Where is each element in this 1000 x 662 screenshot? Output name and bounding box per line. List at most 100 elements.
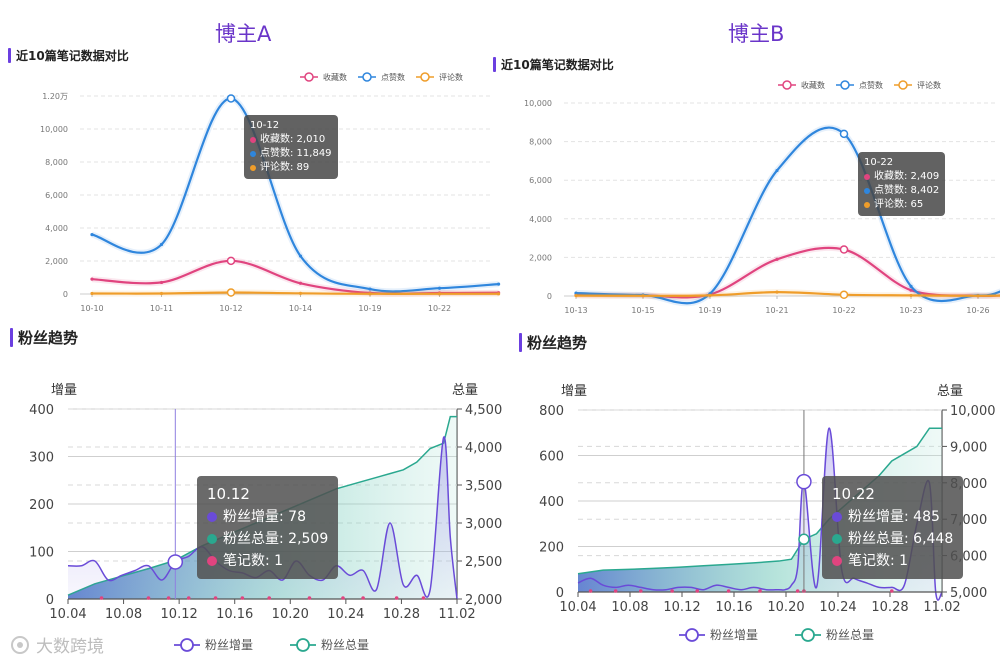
tooltip-notes-b: 10-22 收藏数: 2,409 点赞数: 8,402 评论数: 65	[858, 152, 946, 216]
note-marker	[307, 596, 312, 600]
y-left-title: 增量	[561, 384, 587, 399]
x-tick-label: 10.12	[663, 600, 700, 615]
watermark-text: 大数跨境	[36, 637, 104, 657]
x-tick-label: 10.16	[715, 600, 752, 615]
legend-label: 收藏数	[801, 80, 825, 90]
tooltip-date: 10-12	[250, 120, 280, 131]
tooltip-date: 10-22	[864, 157, 894, 168]
data-point	[90, 277, 94, 281]
y-right-tick-label: 4,500	[465, 403, 502, 418]
legend-label: 粉丝总量	[826, 628, 874, 642]
x-tick-label: 10-19	[358, 304, 381, 313]
x-tick-label: 10.20	[767, 600, 804, 615]
y-left-tick-label: 0	[46, 593, 54, 608]
data-point	[368, 287, 372, 291]
fan-increase-dot-icon	[207, 512, 217, 522]
fans-trend-title-a: 粉丝趋势	[10, 327, 78, 348]
data-point	[368, 292, 372, 296]
data-point	[909, 284, 913, 288]
tooltip-date: 10.22	[832, 485, 875, 503]
tooltip-collect: 收藏数: 2,409	[874, 171, 940, 182]
data-point	[298, 281, 303, 285]
tooltip-fan-increase: 粉丝增量: 78	[223, 509, 306, 525]
blogger-a-title: 博主A	[215, 22, 272, 46]
y-right-title: 总量	[452, 383, 478, 398]
highlight-point	[839, 290, 849, 299]
note-count-dot-icon	[832, 556, 842, 566]
highlight-point	[839, 245, 849, 254]
y-left-tick-label: 400	[29, 403, 54, 418]
y-tick-label: 0	[63, 290, 68, 299]
legend-marker-icon	[782, 80, 792, 90]
blogger-b-title: 博主B	[728, 22, 785, 46]
data-point	[437, 292, 442, 296]
tooltip-comment: 评论数: 65	[874, 199, 924, 210]
note-marker	[613, 589, 618, 593]
data-point	[775, 168, 779, 173]
y-tick-label: 10,000	[524, 99, 552, 108]
note-marker	[341, 596, 345, 600]
notes-chart-b[interactable]: 收藏数 点赞数 评论数 0 2,000 4,000 6,000 8,000 10,000 10-1…	[490, 70, 1000, 330]
x-tick-label: 10-19	[698, 306, 721, 315]
y-tick-label: 6,000	[529, 176, 552, 185]
fan-increase-area	[68, 436, 457, 599]
note-marker	[758, 589, 762, 593]
y-right-tick-label: 2,500	[465, 555, 502, 570]
data-point	[159, 291, 164, 296]
data-point	[298, 291, 303, 295]
legend-marker-icon	[840, 80, 850, 90]
note-marker	[361, 596, 365, 600]
y-tick-label: 0	[547, 292, 552, 301]
data-point	[775, 257, 779, 261]
y-right-tick-label: 3,500	[465, 479, 502, 494]
data-point	[159, 242, 164, 247]
data-point	[298, 254, 303, 258]
note-marker	[146, 596, 151, 600]
series-line-1	[575, 126, 1000, 305]
highlight-increase-point	[796, 473, 812, 490]
notes-compare-title-b: 近10篇笔记数据对比	[493, 56, 614, 73]
x-tick-label: 10.24	[327, 607, 364, 622]
x-tick-label: 10-21	[765, 306, 788, 315]
highlight-point	[226, 288, 236, 297]
x-tick-label: 10-23	[899, 306, 922, 315]
tooltip-fan-total: 粉丝总量: 6,448	[848, 531, 954, 547]
tooltip-notes-a: 10-12 收藏数: 2,010 点赞数: 11,849 评论数: 89	[244, 115, 338, 179]
note-marker	[726, 589, 731, 593]
legend-marker-icon	[180, 638, 194, 652]
legend-label: 点赞数	[381, 72, 405, 82]
tooltip-like: 点赞数: 8,402	[874, 185, 940, 196]
y-right-tick-label: 5,000	[950, 586, 987, 601]
y-left-tick-label: 600	[539, 450, 564, 465]
y-left-tick-label: 200	[29, 498, 54, 513]
like-dot-icon	[864, 188, 870, 194]
x-tick-label: 10-26	[966, 306, 989, 315]
data-point	[90, 291, 94, 296]
y-tick-label: 8,000	[45, 158, 68, 167]
fans-trend-title-b: 粉丝趋势	[519, 332, 587, 353]
note-marker	[695, 589, 700, 593]
legend-marker-icon	[362, 72, 372, 82]
x-tick-label: 10.12	[161, 607, 198, 622]
y-tick-label: 2,000	[529, 253, 552, 262]
y-tick-label: 6,000	[45, 191, 68, 200]
notes-chart-a[interactable]: 收藏数 点赞数 评论数 0 2,000 4,000 6,000 8,000 10,000 1.20…	[0, 60, 501, 325]
legend-marker-icon	[801, 628, 815, 642]
y-right-title: 总量	[937, 384, 963, 399]
x-tick-label: 11.02	[438, 607, 475, 622]
x-tick-label: 10.08	[611, 600, 648, 615]
note-marker	[186, 596, 191, 600]
data-point	[90, 233, 94, 237]
tooltip-note-count: 笔记数: 1	[848, 553, 909, 569]
tooltip-like: 点赞数: 11,849	[260, 148, 332, 159]
x-tick-label: 10-11	[150, 304, 173, 313]
legend-marker-icon	[420, 72, 430, 82]
legend-label: 评论数	[439, 72, 463, 82]
x-tick-label: 10.20	[272, 607, 309, 622]
y-tick-label: 8,000	[529, 138, 552, 147]
fans-chart-a[interactable]: 增量 总量 0 100 200 300 400 2,000 2,500 3,000 3,500 4,0…	[0, 372, 502, 657]
note-marker	[588, 589, 593, 593]
notes-compare-title-a: 近10篇笔记数据对比	[8, 47, 129, 64]
watermark-logo-icon	[11, 635, 29, 654]
y-left-tick-label: 300	[29, 451, 54, 466]
